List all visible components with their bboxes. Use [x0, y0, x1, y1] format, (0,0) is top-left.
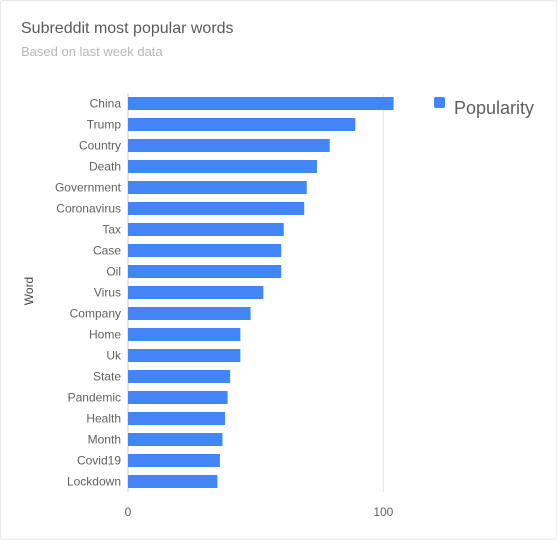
legend-swatch-popularity [434, 97, 445, 108]
category-label-country: Country [79, 139, 121, 153]
category-labels: China Trump Country Death Government Coronavi… [55, 97, 122, 489]
bars [128, 97, 394, 488]
bar-tax[interactable] [128, 223, 284, 236]
chart-subtitle: Based on last week data [21, 44, 163, 59]
category-label-case: Case [93, 244, 121, 258]
x-tick-label: 100 [373, 505, 393, 519]
bar-company[interactable] [128, 307, 251, 320]
category-label-pandemic: Pandemic [68, 391, 121, 405]
bar-government[interactable] [128, 181, 307, 194]
category-label-virus: Virus [94, 286, 121, 300]
bar-lockdown[interactable] [128, 475, 218, 488]
category-label-tax: Tax [102, 223, 121, 237]
bar-coronavirus[interactable] [128, 202, 305, 215]
bar-pandemic[interactable] [128, 391, 228, 404]
category-label-oil: Oil [106, 265, 121, 279]
category-label-death: Death [89, 160, 121, 174]
bar-trump[interactable] [128, 118, 356, 131]
legend-label-popularity: Popularity [454, 98, 534, 118]
bar-uk[interactable] [128, 349, 241, 362]
bar-oil[interactable] [128, 265, 282, 278]
bar-covid19[interactable] [128, 454, 220, 467]
category-label-state: State [93, 370, 121, 384]
bar-health[interactable] [128, 412, 226, 425]
y-axis-title: Word [22, 277, 36, 305]
bar-virus[interactable] [128, 286, 264, 299]
bar-death[interactable] [128, 160, 317, 173]
chart-title: Subreddit most popular words [21, 20, 234, 37]
legend: Popularity [434, 97, 534, 118]
category-label-covid19: Covid19 [77, 454, 121, 468]
bar-state[interactable] [128, 370, 231, 383]
x-axis-ticks: 0 100 [125, 505, 394, 519]
category-label-lockdown: Lockdown [67, 475, 121, 489]
category-label-china: China [90, 97, 122, 111]
bar-country[interactable] [128, 139, 330, 152]
category-label-health: Health [86, 412, 121, 426]
category-label-government: Government [55, 181, 122, 195]
bar-china[interactable] [128, 97, 394, 110]
category-label-month: Month [88, 433, 121, 447]
category-label-uk: Uk [106, 349, 122, 363]
category-label-home: Home [89, 328, 121, 342]
category-label-coronavirus: Coronavirus [56, 202, 121, 216]
x-tick-label: 0 [125, 505, 132, 519]
category-label-trump: Trump [87, 118, 122, 132]
bar-case[interactable] [128, 244, 282, 257]
category-label-company: Company [70, 307, 121, 321]
bar-month[interactable] [128, 433, 223, 446]
bar-home[interactable] [128, 328, 241, 341]
